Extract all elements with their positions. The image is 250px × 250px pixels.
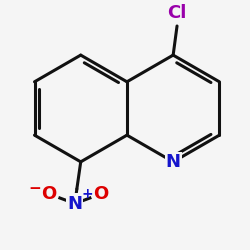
Text: O: O [41, 185, 56, 203]
Text: N: N [166, 153, 181, 171]
Text: N: N [68, 194, 82, 212]
Text: O: O [94, 185, 109, 203]
Text: +: + [82, 187, 93, 201]
Text: Cl: Cl [167, 4, 187, 22]
Text: −: − [29, 180, 42, 196]
